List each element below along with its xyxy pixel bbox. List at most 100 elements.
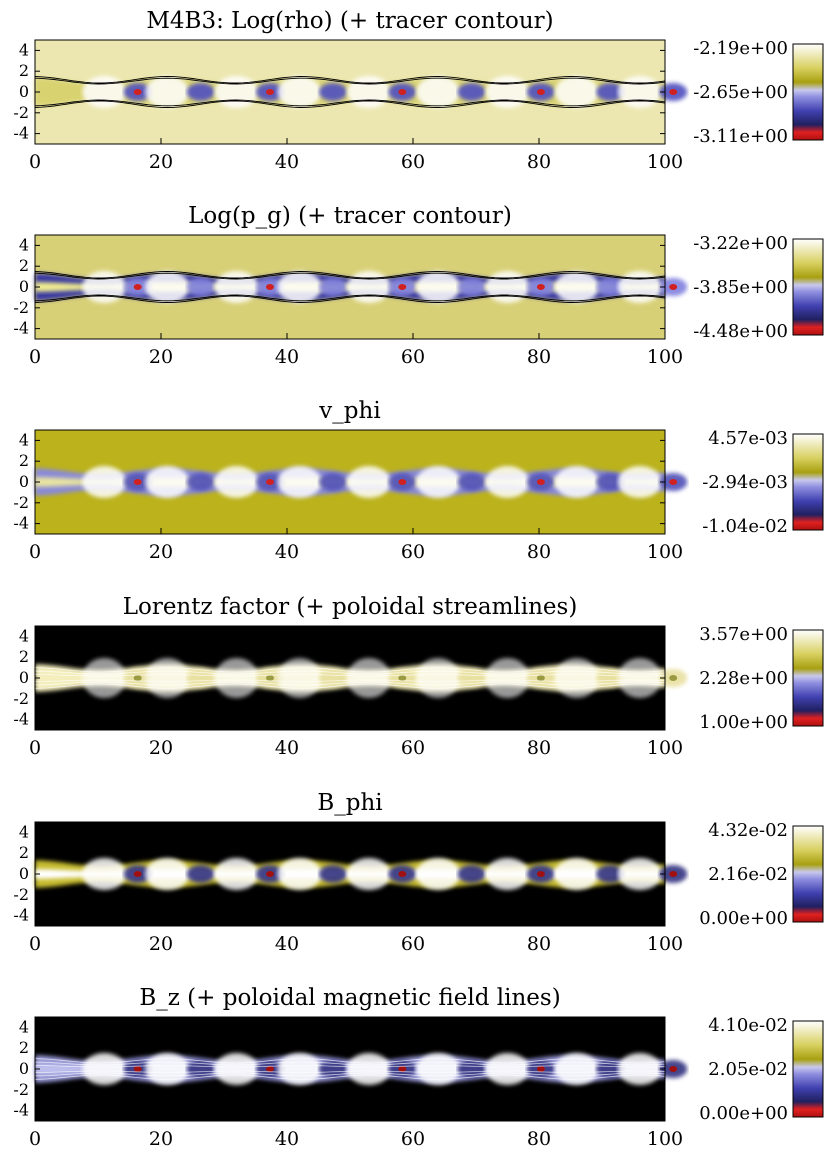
colorbar-min-label: 1.00e+00: [699, 712, 788, 733]
jet-knot: [145, 858, 190, 890]
x-tick-label: 40: [275, 541, 299, 563]
knot-shadow: [457, 278, 486, 296]
streamline: [34, 670, 666, 675]
jet-knot: [416, 658, 461, 698]
streamline: [34, 667, 666, 673]
jet-knot: [277, 858, 322, 890]
y-tick-label: 0: [19, 82, 29, 101]
knot-shadow: [318, 865, 347, 883]
jet-knot: [554, 271, 599, 303]
x-tick-label: 0: [29, 151, 41, 173]
x-tick-label: 100: [647, 346, 683, 368]
knot-spot: [669, 871, 678, 877]
x-tick-label: 0: [29, 346, 41, 368]
y-tick-label: -2: [13, 103, 29, 122]
colorbar: [792, 1020, 824, 1118]
knot-spot: [669, 284, 678, 290]
jet-knot: [416, 466, 461, 498]
knot-spot: [398, 479, 407, 485]
y-tick-label: 2: [19, 843, 29, 862]
knot-spot: [133, 871, 142, 877]
knot-spot: [536, 871, 545, 877]
knot-spot: [265, 675, 274, 681]
y-tick-label: 2: [19, 256, 29, 275]
jet-knot: [346, 858, 391, 890]
jet-knot: [145, 1053, 190, 1085]
y-tick-label: -4: [13, 319, 29, 338]
jet-knot: [145, 466, 190, 498]
colorbar-min-label: 0.00e+00: [699, 908, 788, 929]
x-tick-label: 40: [275, 933, 299, 955]
y-tick-label: -4: [13, 906, 29, 925]
y-tick-label: 0: [19, 864, 29, 883]
knot-spot: [398, 871, 407, 877]
y-tick-label: -4: [13, 124, 29, 143]
y-tick-label: -4: [13, 710, 29, 729]
streamline: [34, 683, 666, 689]
x-tick-label: 0: [29, 933, 41, 955]
knot-shadow: [457, 1060, 486, 1078]
panel-title: Log(p_g) (+ tracer contour): [188, 203, 512, 229]
knot-spot: [669, 479, 678, 485]
jet-knot: [416, 271, 461, 303]
x-tick-label: 100: [647, 541, 683, 563]
jet-knot: [214, 658, 259, 698]
panel-4: Lorentz factor (+ poloidal streamlines) 4…: [13, 594, 824, 759]
knot-shadow: [457, 83, 486, 101]
knot-spot: [669, 1066, 678, 1072]
panel-1: M4B3: Log(rho) (+ tracer contour)420-2-4…: [13, 8, 824, 173]
jet-knot: [82, 76, 127, 108]
streamline: [34, 1061, 666, 1066]
knot-shadow: [186, 83, 215, 101]
knot-spot: [265, 1066, 274, 1072]
tracer-contour: [34, 271, 666, 279]
knot-spot: [133, 284, 142, 290]
y-tick-label: -4: [13, 514, 29, 533]
panel-6: B_z (+ poloidal magnetic field lines)420…: [13, 985, 824, 1150]
x-tick-label: 100: [647, 1128, 683, 1150]
y-tick-label: 4: [19, 430, 29, 449]
y-tick-label: 2: [19, 647, 29, 666]
x-tick-label: 80: [527, 346, 551, 368]
jet-knot: [485, 271, 530, 303]
colorbar-mid-label: 2.28e+00: [699, 668, 788, 689]
streamline: [34, 1072, 666, 1077]
x-tick-label: 0: [29, 1128, 41, 1150]
knot-spot: [669, 89, 678, 95]
knot-shadow: [596, 865, 625, 883]
knot-shadow: [457, 473, 486, 491]
streamline: [34, 679, 666, 682]
y-tick-label: -2: [13, 493, 29, 512]
jet-knot: [485, 658, 530, 698]
colorbar: [792, 825, 824, 923]
x-tick-label: 60: [401, 1128, 425, 1150]
jet-knot: [485, 76, 530, 108]
colorbar-max-label: 4.32e-02: [708, 820, 788, 841]
y-tick-label: -2: [13, 1080, 29, 1099]
jet-knot: [554, 1053, 599, 1085]
streamline: [34, 1070, 666, 1073]
jet-knot: [617, 1053, 662, 1085]
knot-spot: [133, 1066, 142, 1072]
tracer-contour: [34, 295, 666, 303]
colorbar-max-label: -3.22e+00: [693, 233, 788, 254]
jet-knot: [554, 466, 599, 498]
streamline: [34, 681, 666, 686]
jet-knot: [346, 1053, 391, 1085]
knot-shadow: [186, 1060, 215, 1078]
x-tick-label: 20: [149, 1128, 173, 1150]
x-tick-label: 80: [527, 151, 551, 173]
colorbar-min-label: -3.11e+00: [693, 126, 788, 147]
jet-knot: [485, 858, 530, 890]
x-tick-label: 20: [149, 151, 173, 173]
y-tick-label: -2: [13, 689, 29, 708]
x-tick-label: 60: [401, 346, 425, 368]
x-tick-label: 20: [149, 346, 173, 368]
tracer-contour: [34, 77, 666, 85]
knot-spot: [398, 1066, 407, 1072]
jet-knot: [214, 858, 259, 890]
jet-knot: [214, 1053, 259, 1085]
jet-knot: [214, 271, 259, 303]
knot-shadow: [186, 278, 215, 296]
